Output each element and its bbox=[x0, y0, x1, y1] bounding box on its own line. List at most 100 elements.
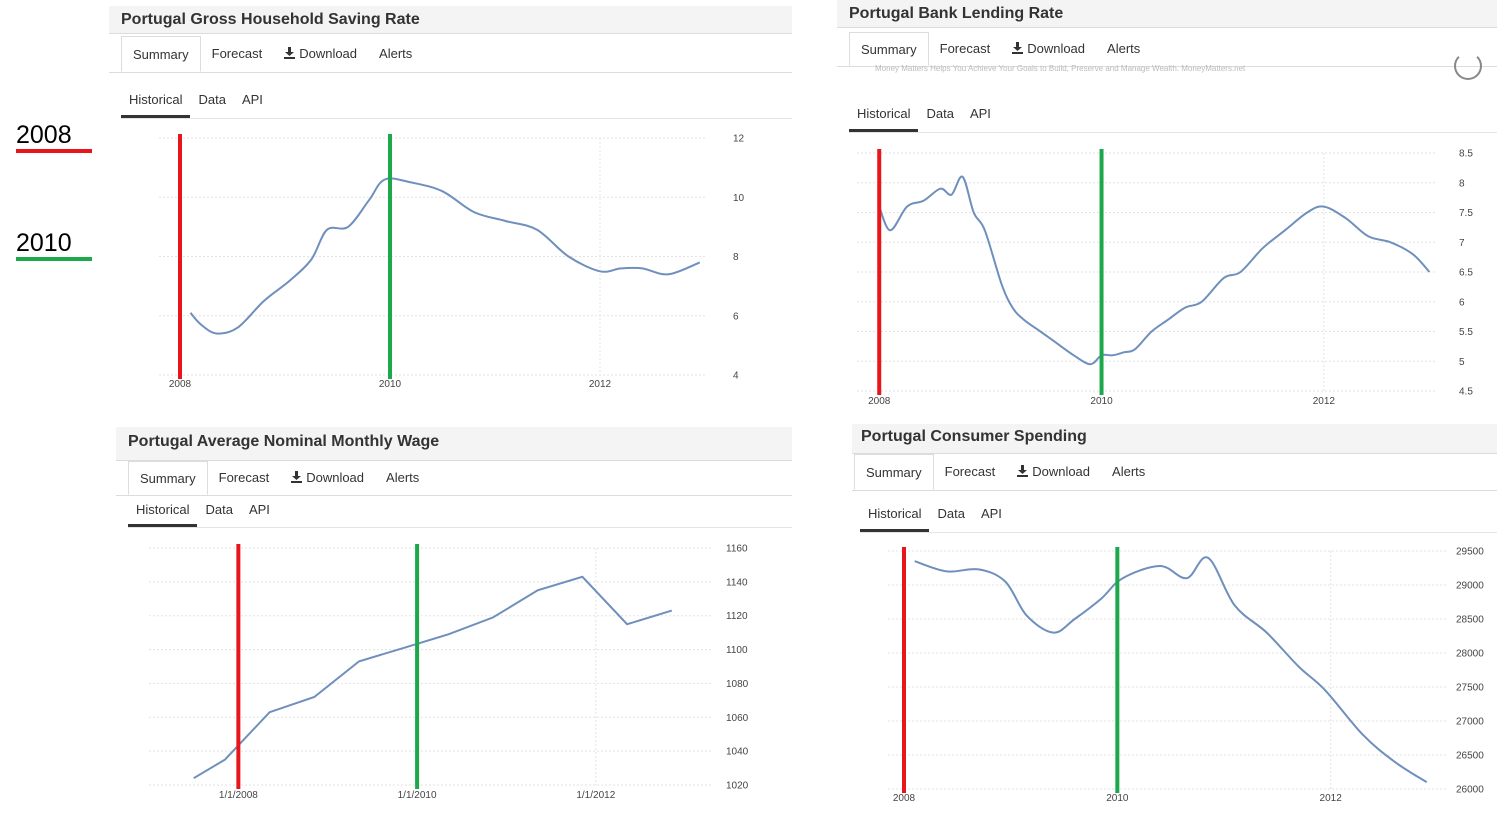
download-icon bbox=[284, 47, 296, 59]
main-tabs: Summary Forecast Download Alerts bbox=[109, 36, 792, 73]
sub-tabs: Historical Data API bbox=[121, 84, 792, 119]
panel-title: Portugal Consumer Spending bbox=[852, 424, 1497, 454]
marker-line-2010 bbox=[1099, 149, 1104, 395]
tab-download-label: Download bbox=[299, 46, 358, 61]
tab-alerts[interactable]: Alerts bbox=[379, 46, 413, 61]
y-tick-label: 4 bbox=[733, 371, 739, 382]
chart-lending-rate: 4.5 5 5.5 6 6.5 7 7.5 8 8.5 2008 2010 2012 bbox=[857, 149, 1473, 407]
y-tick-label: 8.5 bbox=[1459, 149, 1473, 160]
y-tick-label: 5 bbox=[1459, 357, 1465, 368]
tab-alerts[interactable]: Alerts bbox=[386, 470, 420, 485]
download-icon bbox=[1017, 465, 1029, 477]
y-tick-label: 28500 bbox=[1456, 615, 1484, 626]
tab-download-label: Download bbox=[306, 470, 365, 485]
y-tick-label: 1140 bbox=[726, 577, 748, 588]
y-tick-label: 27000 bbox=[1456, 717, 1484, 728]
tab-summary[interactable]: Summary bbox=[128, 461, 208, 495]
marker-line-2008 bbox=[902, 547, 906, 793]
x-tick-label: 2008 bbox=[868, 396, 891, 407]
y-tick-label: 1060 bbox=[726, 713, 749, 724]
ad-text[interactable]: Money Matters Helps You Achieve Your Goa… bbox=[875, 64, 1246, 73]
y-tick-label: 1080 bbox=[726, 679, 749, 690]
tab-summary[interactable]: Summary bbox=[854, 454, 934, 490]
tab-historical[interactable]: Historical bbox=[849, 98, 919, 132]
sub-tabs: Historical Data API bbox=[849, 98, 1497, 133]
chart-consumer-spending: 26000 26500 27000 27500 28000 28500 29000 29500… bbox=[888, 547, 1484, 804]
y-tick-label: 29500 bbox=[1456, 547, 1484, 558]
y-tick-label: 7 bbox=[1459, 238, 1465, 249]
tab-data[interactable]: Data bbox=[937, 506, 965, 521]
x-tick-label: 2010 bbox=[1090, 396, 1113, 407]
y-tick-label: 1020 bbox=[726, 781, 749, 792]
tab-download-label: Download bbox=[1032, 464, 1091, 479]
legend-2008-label: 2008 bbox=[16, 121, 72, 149]
marker-line-2008 bbox=[178, 134, 182, 379]
main-tabs: Summary Forecast Download Alerts bbox=[852, 454, 1497, 491]
legend-2010-swatch bbox=[16, 257, 92, 261]
y-tick-label: 8 bbox=[1459, 178, 1465, 189]
tab-forecast[interactable]: Forecast bbox=[211, 46, 263, 61]
x-tick-label: 1/1/2012 bbox=[576, 790, 615, 801]
tab-historical[interactable]: Historical bbox=[121, 84, 191, 118]
x-tick-label: 2012 bbox=[1313, 396, 1336, 407]
x-tick-label: 1/1/2008 bbox=[219, 790, 258, 801]
y-tick-label: 6 bbox=[1459, 297, 1465, 308]
tab-api[interactable]: API bbox=[248, 502, 270, 517]
series-line bbox=[914, 556, 1428, 784]
tab-alerts[interactable]: Alerts bbox=[1107, 41, 1141, 56]
panel-saving-rate: Portugal Gross Household Saving Rate Sum… bbox=[109, 6, 792, 398]
tab-api[interactable]: API bbox=[980, 506, 1002, 521]
y-tick-label: 6.5 bbox=[1459, 268, 1473, 279]
sub-tabs: Historical Data API bbox=[128, 495, 792, 528]
tab-forecast[interactable]: Forecast bbox=[218, 470, 270, 485]
tab-forecast[interactable]: Forecast bbox=[939, 41, 991, 56]
panel-lending-rate: Portugal Bank Lending Rate Summary Forec… bbox=[837, 0, 1497, 410]
y-tick-label: 26000 bbox=[1456, 785, 1484, 796]
series-line bbox=[193, 575, 673, 780]
y-tick-label: 7.5 bbox=[1459, 208, 1473, 219]
main-tabs: Summary Forecast Download Alerts bbox=[116, 461, 792, 496]
tab-summary[interactable]: Summary bbox=[849, 32, 929, 66]
tab-download[interactable]: Download bbox=[1006, 454, 1101, 490]
tab-api[interactable]: API bbox=[241, 92, 263, 107]
tab-historical[interactable]: Historical bbox=[860, 498, 930, 532]
panel-title: Portugal Gross Household Saving Rate bbox=[109, 6, 792, 34]
y-tick-label: 8 bbox=[733, 252, 739, 263]
y-tick-label: 1040 bbox=[726, 747, 749, 758]
tab-download-label: Download bbox=[1027, 41, 1086, 56]
marker-line-2010 bbox=[415, 544, 420, 789]
sub-tabs: Historical Data API bbox=[860, 498, 1497, 533]
y-tick-label: 1120 bbox=[726, 611, 748, 622]
series-line bbox=[189, 177, 701, 335]
tab-data[interactable]: Data bbox=[205, 502, 233, 517]
legend-2008-swatch bbox=[16, 149, 92, 153]
series-line bbox=[878, 175, 1431, 366]
tab-summary[interactable]: Summary bbox=[121, 36, 201, 72]
y-tick-label: 29000 bbox=[1456, 581, 1484, 592]
ad-close-icon[interactable] bbox=[1454, 52, 1482, 80]
tab-download[interactable]: Download bbox=[1001, 32, 1096, 66]
x-tick-label: 2012 bbox=[1320, 793, 1343, 804]
tab-api[interactable]: API bbox=[969, 106, 991, 121]
marker-line-2008 bbox=[877, 149, 882, 395]
y-tick-label: 1100 bbox=[726, 645, 748, 656]
y-tick-label: 5.5 bbox=[1459, 327, 1473, 338]
tab-download[interactable]: Download bbox=[280, 461, 375, 495]
y-tick-label: 6 bbox=[733, 311, 739, 322]
marker-line-2010 bbox=[1115, 547, 1120, 793]
x-tick-label: 2010 bbox=[379, 379, 402, 390]
panel-title: Portugal Bank Lending Rate bbox=[837, 0, 1497, 28]
y-tick-label: 27500 bbox=[1456, 683, 1484, 694]
y-tick-label: 12 bbox=[733, 134, 745, 145]
download-icon bbox=[1012, 42, 1024, 54]
tab-download[interactable]: Download bbox=[273, 36, 368, 72]
y-tick-label: 4.5 bbox=[1459, 387, 1473, 398]
tab-alerts[interactable]: Alerts bbox=[1112, 464, 1146, 479]
x-tick-label: 1/1/2010 bbox=[398, 790, 437, 801]
panel-title: Portugal Average Nominal Monthly Wage bbox=[116, 427, 792, 461]
tab-forecast[interactable]: Forecast bbox=[944, 464, 996, 479]
tab-data[interactable]: Data bbox=[926, 106, 954, 121]
tab-data[interactable]: Data bbox=[198, 92, 226, 107]
tab-historical[interactable]: Historical bbox=[128, 495, 198, 527]
legend-2010-label: 2010 bbox=[16, 229, 72, 257]
